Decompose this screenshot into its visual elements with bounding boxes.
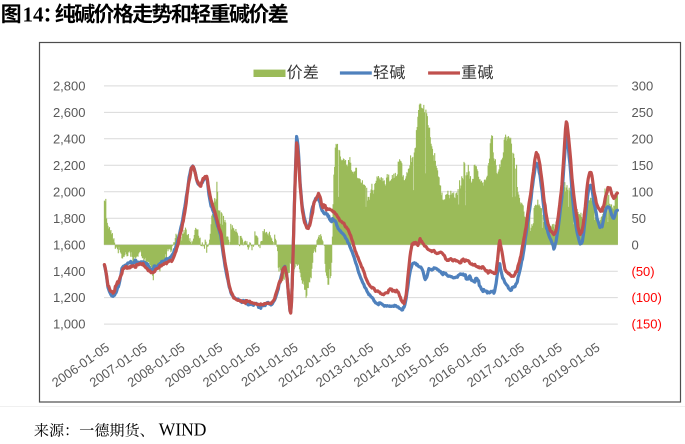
svg-text:WIND: WIND [159,420,207,440]
svg-text:200: 200 [632,131,654,146]
svg-text:0: 0 [632,237,639,252]
svg-text:1,600: 1,600 [53,237,86,252]
svg-text:300: 300 [632,79,654,94]
svg-text:2,200: 2,200 [53,158,86,173]
svg-text:1,200: 1,200 [53,290,86,305]
svg-text:1,000: 1,000 [53,317,86,332]
svg-text:(150): (150) [632,317,662,332]
svg-text:2,000: 2,000 [53,184,86,199]
svg-text:50: 50 [632,211,646,226]
svg-text:150: 150 [632,158,654,173]
svg-text:2,600: 2,600 [53,105,86,120]
svg-text:1,800: 1,800 [53,211,86,226]
svg-text:14: 14 [23,3,45,27]
svg-text:2,800: 2,800 [53,79,86,94]
svg-text:2,400: 2,400 [53,131,86,146]
svg-text:100: 100 [632,184,654,199]
svg-text:250: 250 [632,105,654,120]
svg-text:(50): (50) [632,264,655,279]
svg-text:1,400: 1,400 [53,264,86,279]
svg-text:(100): (100) [632,290,662,305]
